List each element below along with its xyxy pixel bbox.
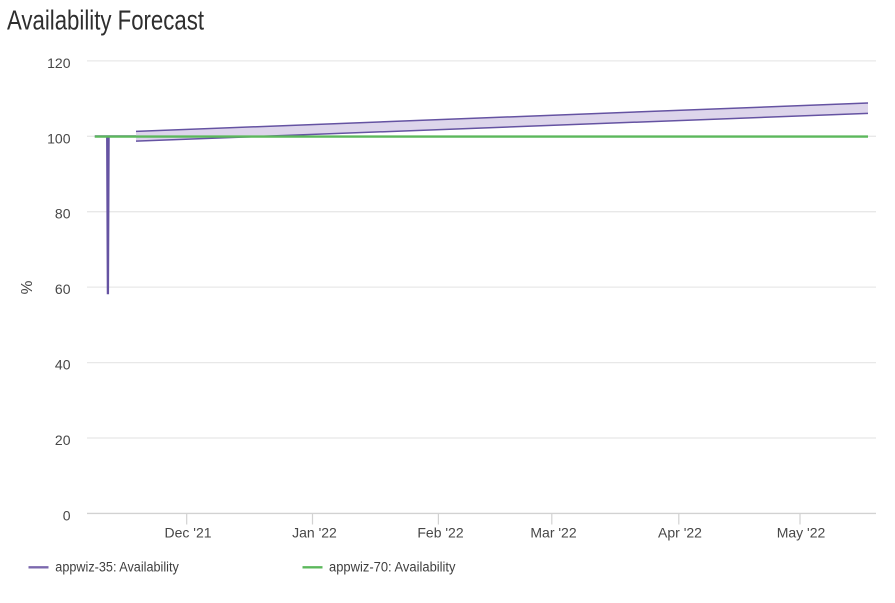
svg-text:0: 0 [63,507,71,523]
svg-text:May '22: May '22 [777,525,826,541]
svg-text:120: 120 [47,55,71,71]
svg-text:Availability Forecast: Availability Forecast [7,4,204,35]
svg-text:40: 40 [55,357,71,373]
svg-text:100: 100 [47,130,71,146]
svg-text:20: 20 [55,432,71,448]
svg-text:60: 60 [55,281,71,297]
svg-text:Apr '22: Apr '22 [658,525,702,541]
svg-text:Dec '21: Dec '21 [164,525,211,541]
svg-text:%: % [19,280,36,294]
svg-text:Mar '22: Mar '22 [530,525,576,541]
svg-text:Feb '22: Feb '22 [417,525,463,541]
svg-text:appwiz-35: Availability: appwiz-35: Availability [55,559,179,574]
svg-text:Jan '22: Jan '22 [292,525,337,541]
svg-text:appwiz-70: Availability: appwiz-70: Availability [329,559,456,574]
svg-text:80: 80 [55,206,71,222]
